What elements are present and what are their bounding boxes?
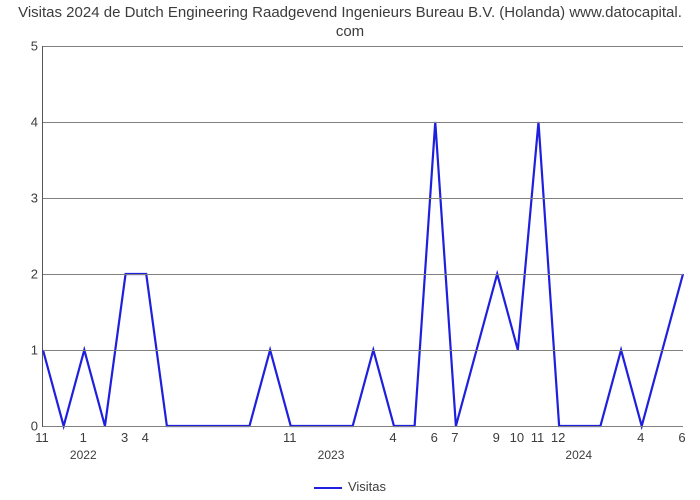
gridline bbox=[43, 350, 683, 351]
gridline bbox=[43, 426, 683, 427]
x-tick-label: 6 bbox=[678, 430, 685, 445]
x-tick-label: 3 bbox=[121, 430, 128, 445]
x-tick-label: 4 bbox=[637, 430, 644, 445]
x-tick-label: 1 bbox=[80, 430, 87, 445]
x-tick-label: 4 bbox=[389, 430, 396, 445]
x-tick-label: 4 bbox=[142, 430, 149, 445]
gridline bbox=[43, 198, 683, 199]
y-tick-label: 5 bbox=[24, 39, 38, 54]
legend: Visitas bbox=[0, 479, 700, 494]
x-year-label: 2023 bbox=[318, 448, 345, 462]
x-tick-label: 6 bbox=[431, 430, 438, 445]
x-tick-label: 7 bbox=[451, 430, 458, 445]
gridline bbox=[43, 122, 683, 123]
y-tick-label: 3 bbox=[24, 191, 38, 206]
plot-area bbox=[42, 46, 683, 427]
chart-container: Visitas 2024 de Dutch Engineering Raadge… bbox=[0, 0, 700, 500]
y-tick-label: 4 bbox=[24, 115, 38, 130]
y-tick-label: 1 bbox=[24, 343, 38, 358]
chart-title: Visitas 2024 de Dutch Engineering Raadge… bbox=[0, 4, 700, 42]
y-tick-label: 2 bbox=[24, 267, 38, 282]
x-tick-label: 11 bbox=[531, 430, 545, 445]
x-year-label: 2022 bbox=[70, 448, 97, 462]
x-tick-label: 12 bbox=[551, 430, 565, 445]
x-tick-label: 9 bbox=[493, 430, 500, 445]
x-tick-label: 11 bbox=[35, 430, 49, 445]
line-series bbox=[43, 46, 683, 426]
legend-swatch bbox=[314, 487, 342, 489]
x-year-label: 2024 bbox=[565, 448, 592, 462]
chart-title-line1: Visitas 2024 de Dutch Engineering Raadge… bbox=[18, 4, 682, 21]
x-tick-label: 10 bbox=[510, 430, 524, 445]
gridline bbox=[43, 46, 683, 47]
legend-label: Visitas bbox=[348, 479, 386, 494]
x-tick-label: 11 bbox=[283, 430, 297, 445]
chart-title-line2: com bbox=[336, 23, 364, 40]
gridline bbox=[43, 274, 683, 275]
